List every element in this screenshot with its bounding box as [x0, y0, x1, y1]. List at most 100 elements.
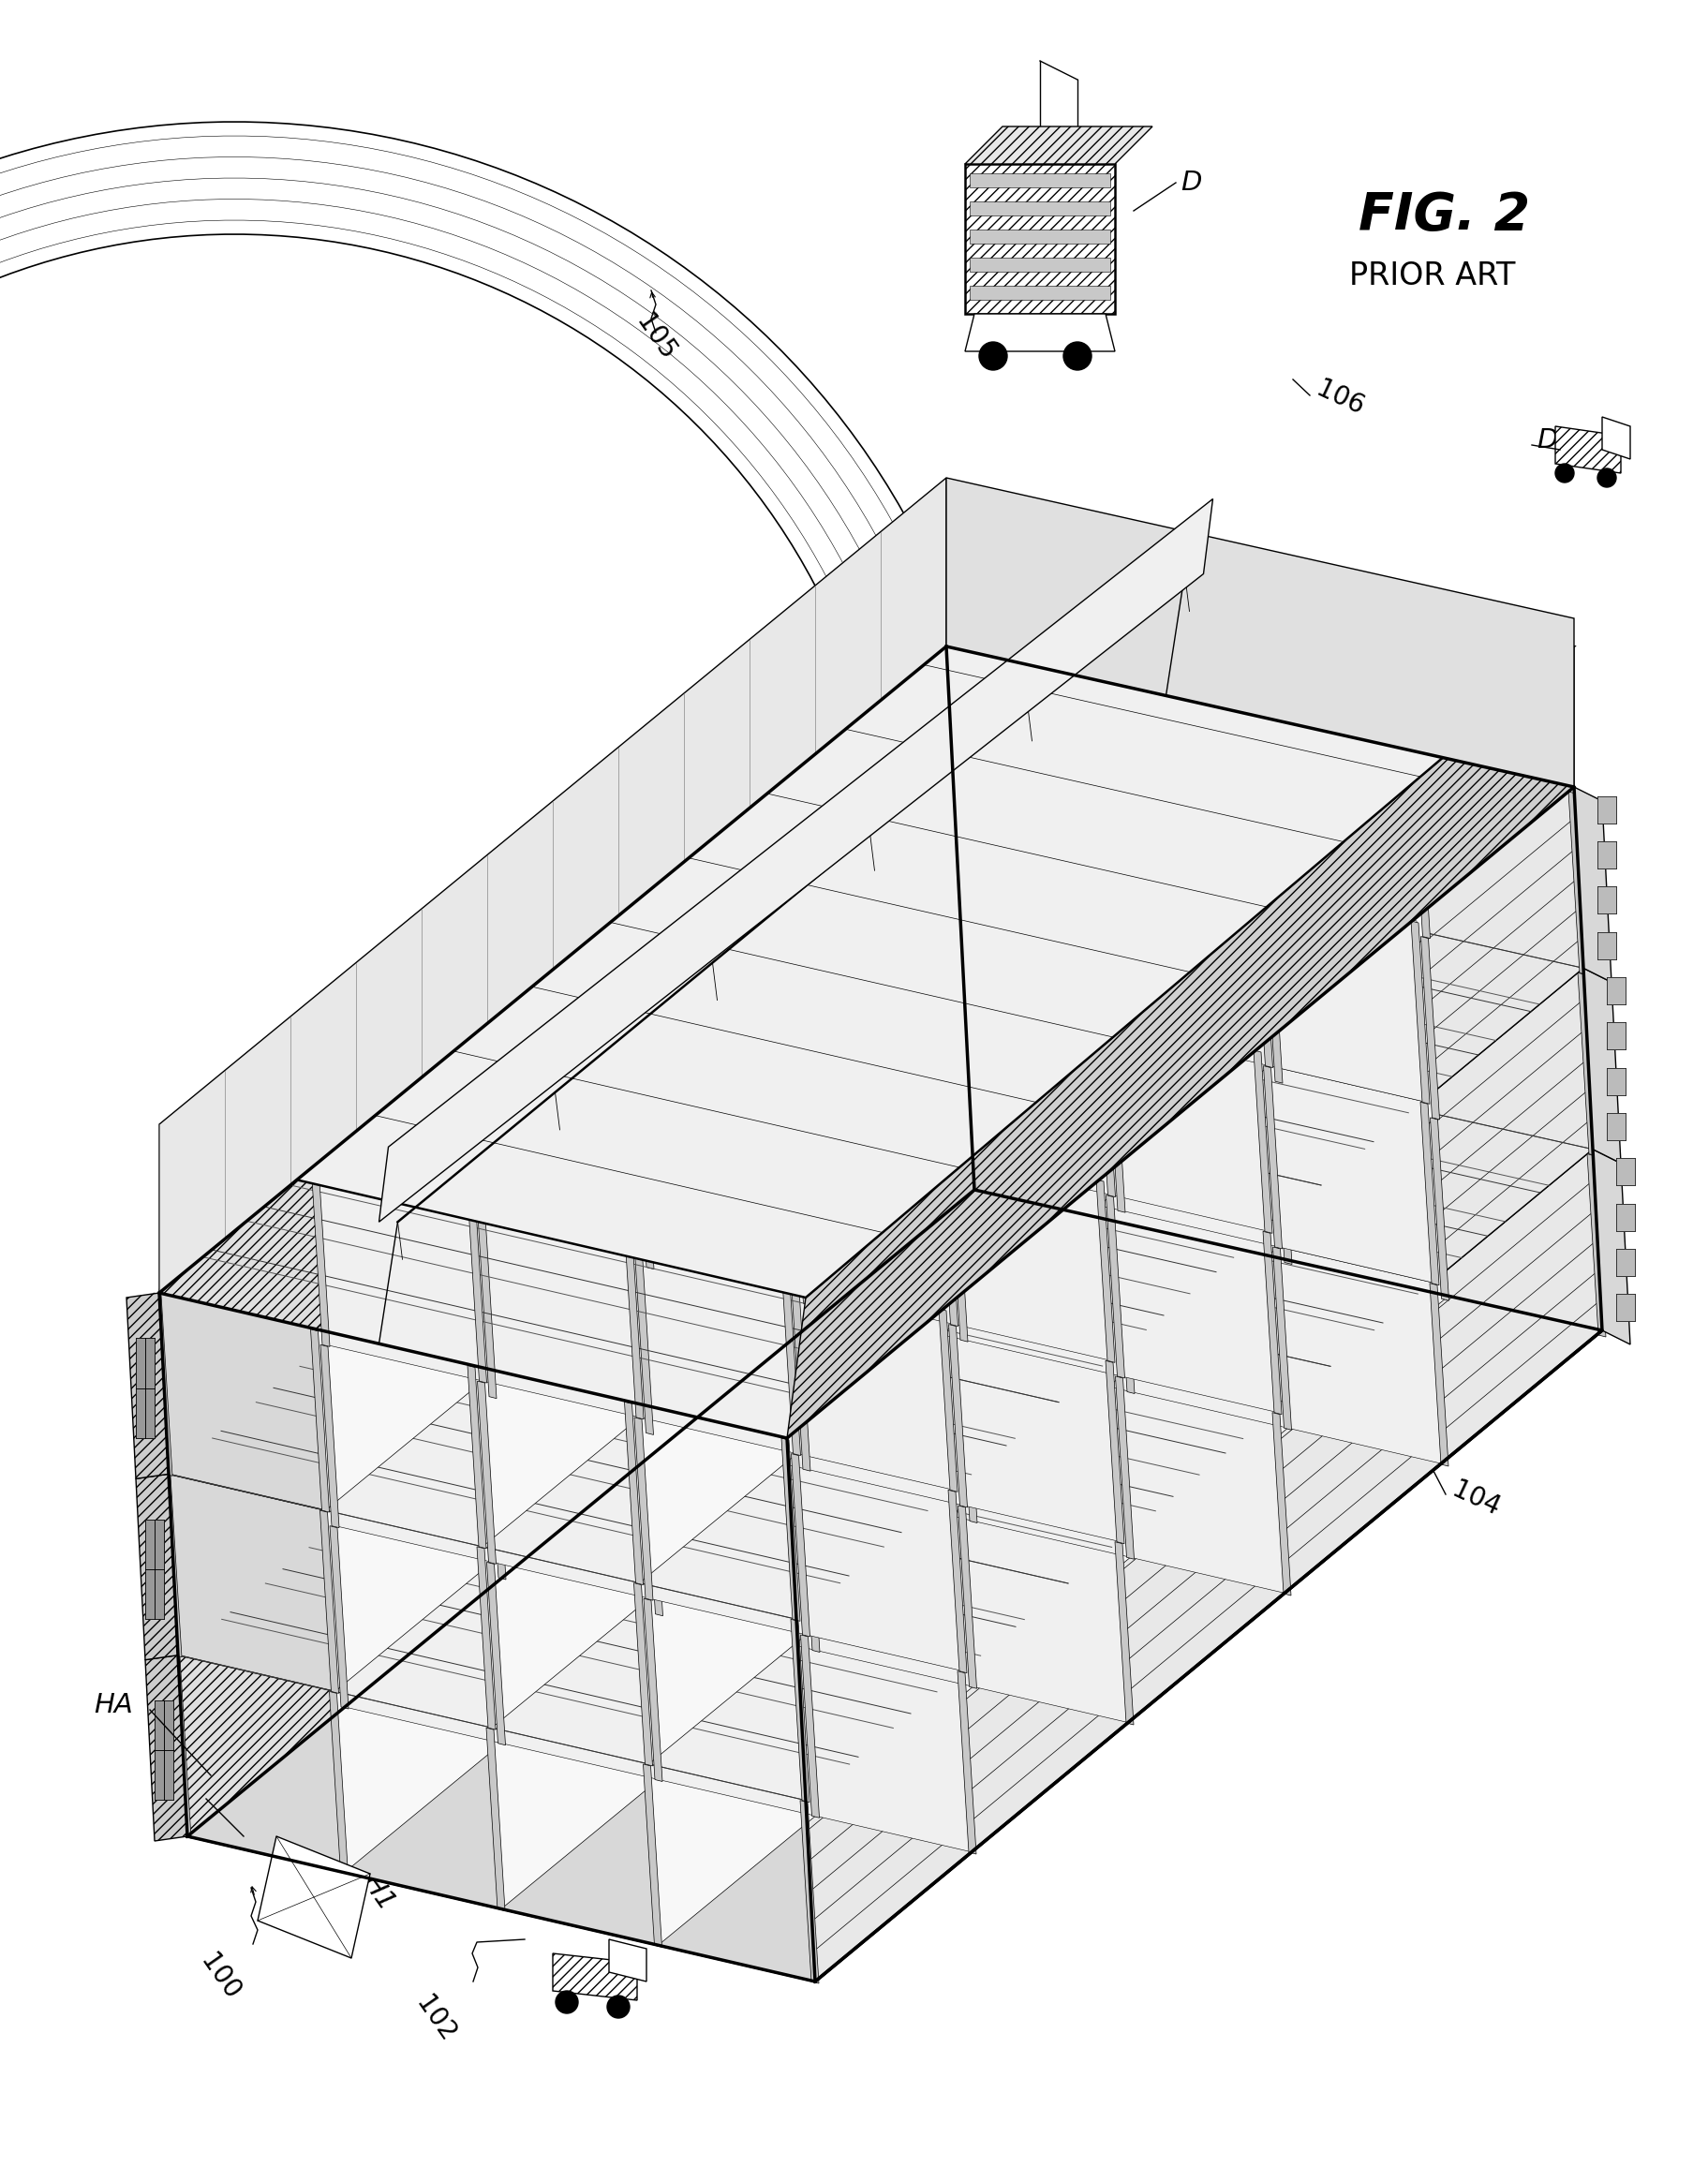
Polygon shape — [1120, 1246, 1288, 1558]
Polygon shape — [1097, 1015, 1115, 1198]
Polygon shape — [1278, 1246, 1445, 1464]
Polygon shape — [939, 812, 958, 995]
Polygon shape — [945, 849, 1112, 1159]
Polygon shape — [1597, 842, 1616, 868]
Polygon shape — [1278, 1117, 1445, 1427]
Polygon shape — [483, 1381, 649, 1599]
Text: 102: 102 — [410, 1992, 461, 2047]
Polygon shape — [801, 1303, 820, 1486]
Polygon shape — [955, 1324, 1120, 1543]
Polygon shape — [782, 1106, 801, 1290]
Text: P5: P5 — [1288, 1353, 1331, 1392]
Polygon shape — [137, 1338, 155, 1438]
Polygon shape — [154, 1294, 173, 1475]
Polygon shape — [970, 229, 1110, 244]
Polygon shape — [1583, 969, 1621, 1163]
Polygon shape — [970, 201, 1110, 216]
Polygon shape — [1122, 1211, 1288, 1427]
Polygon shape — [326, 1381, 492, 1691]
Polygon shape — [945, 1015, 1112, 1324]
Polygon shape — [155, 1700, 173, 1800]
Polygon shape — [787, 1143, 955, 1453]
Polygon shape — [126, 1294, 169, 1479]
Text: P2: P2 — [769, 1863, 811, 1903]
Polygon shape — [335, 1525, 502, 1743]
Polygon shape — [958, 1174, 977, 1357]
Polygon shape — [1255, 720, 1272, 901]
Polygon shape — [155, 1700, 173, 1800]
Polygon shape — [1120, 1377, 1288, 1593]
Polygon shape — [1272, 1082, 1291, 1263]
Polygon shape — [173, 1656, 191, 1837]
Polygon shape — [798, 993, 965, 1303]
Polygon shape — [941, 646, 960, 829]
Polygon shape — [639, 1453, 806, 1763]
Polygon shape — [155, 1700, 173, 1800]
Polygon shape — [799, 1800, 818, 1983]
Polygon shape — [1597, 796, 1616, 823]
Polygon shape — [630, 1106, 798, 1418]
Polygon shape — [159, 646, 1575, 1438]
Polygon shape — [939, 1309, 958, 1492]
Polygon shape — [1102, 1015, 1269, 1231]
Polygon shape — [1556, 425, 1621, 473]
Polygon shape — [1421, 936, 1440, 1119]
Polygon shape — [492, 1599, 659, 1909]
Polygon shape — [1098, 683, 1117, 866]
Polygon shape — [649, 1303, 816, 1615]
Polygon shape — [798, 1122, 963, 1340]
Polygon shape — [970, 172, 1110, 188]
Polygon shape — [316, 1163, 483, 1381]
Polygon shape — [178, 1008, 974, 1837]
Polygon shape — [787, 1272, 953, 1490]
Circle shape — [1064, 343, 1091, 371]
Polygon shape — [1261, 755, 1426, 1065]
Polygon shape — [335, 1562, 502, 1872]
Polygon shape — [1607, 1067, 1626, 1095]
Polygon shape — [1607, 1067, 1626, 1095]
Polygon shape — [1616, 1294, 1635, 1322]
Polygon shape — [159, 1294, 796, 1619]
Text: D: D — [1180, 170, 1201, 196]
Polygon shape — [950, 993, 968, 1176]
Polygon shape — [1616, 1294, 1635, 1322]
Polygon shape — [798, 958, 965, 1174]
Polygon shape — [791, 1453, 810, 1636]
Polygon shape — [625, 1071, 644, 1255]
Polygon shape — [965, 1174, 1131, 1392]
Polygon shape — [630, 940, 798, 1252]
Polygon shape — [1103, 849, 1269, 1065]
Polygon shape — [473, 1237, 640, 1547]
Polygon shape — [798, 1324, 963, 1634]
Polygon shape — [188, 1189, 1602, 1981]
Polygon shape — [487, 1728, 506, 1911]
Polygon shape — [798, 1453, 963, 1671]
Polygon shape — [468, 1200, 487, 1383]
Polygon shape — [965, 314, 1115, 351]
Polygon shape — [950, 1159, 968, 1342]
Polygon shape — [1112, 901, 1279, 1211]
Polygon shape — [137, 1338, 155, 1438]
Polygon shape — [487, 1562, 506, 1746]
Polygon shape — [1616, 1159, 1635, 1185]
Polygon shape — [1262, 1231, 1281, 1414]
Polygon shape — [145, 1656, 188, 1842]
Polygon shape — [1597, 886, 1616, 914]
Polygon shape — [1269, 1065, 1435, 1283]
Polygon shape — [793, 1122, 811, 1305]
Polygon shape — [478, 1215, 497, 1399]
Polygon shape — [640, 1122, 808, 1434]
Polygon shape — [1616, 1204, 1635, 1231]
Polygon shape — [321, 1344, 340, 1527]
Polygon shape — [806, 1634, 972, 1853]
Polygon shape — [492, 1562, 659, 1781]
Polygon shape — [798, 1287, 963, 1506]
Text: 106: 106 — [1312, 375, 1368, 421]
Polygon shape — [649, 1599, 816, 1815]
Polygon shape — [1607, 1023, 1626, 1050]
Polygon shape — [1607, 1113, 1626, 1141]
Text: P1: P1 — [610, 1733, 651, 1772]
Polygon shape — [494, 1396, 659, 1615]
Polygon shape — [1115, 1211, 1134, 1394]
Text: PRIOR ART: PRIOR ART — [1349, 262, 1515, 292]
